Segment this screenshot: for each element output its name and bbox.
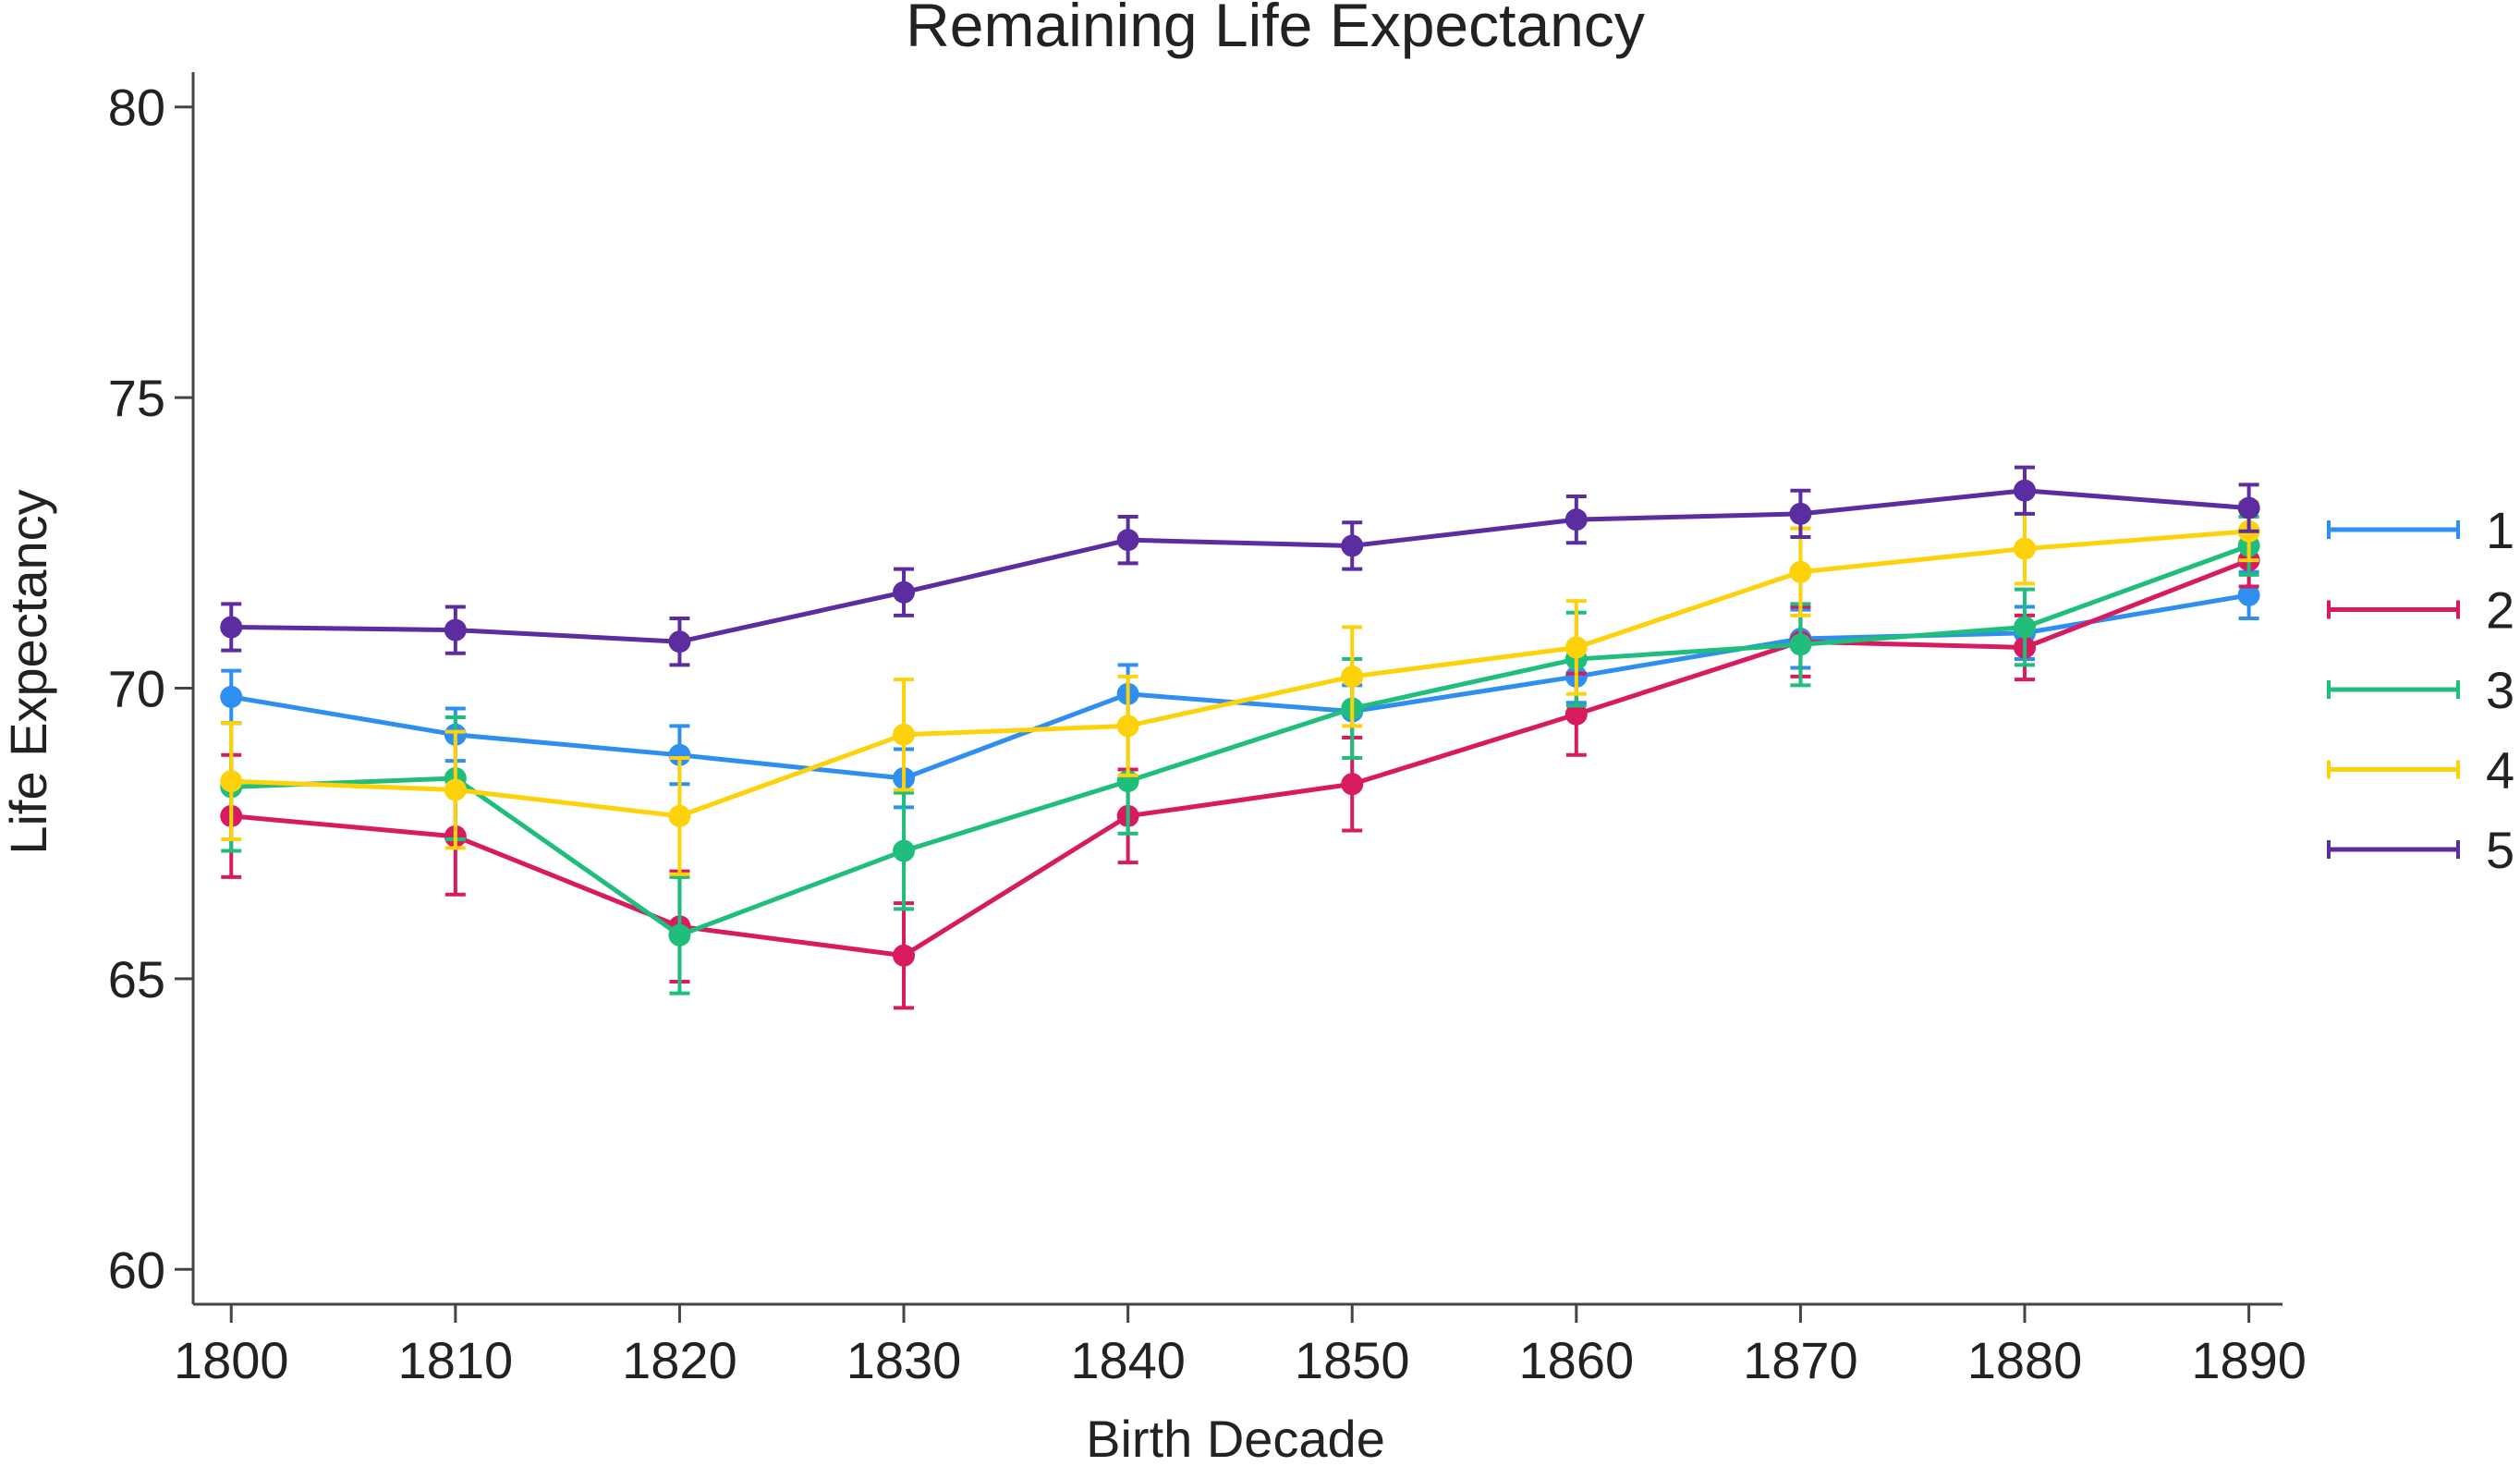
x-tick-label: 1880 bbox=[1967, 1331, 2083, 1389]
y-tick-label: 60 bbox=[108, 1240, 165, 1299]
series-1 bbox=[220, 569, 2260, 810]
y-axis-ticks: 60 65 70 75 80 bbox=[108, 79, 193, 1299]
data-point bbox=[444, 618, 467, 641]
x-tick-label: 1870 bbox=[1743, 1331, 1858, 1389]
legend-item: 2 bbox=[2327, 581, 2514, 640]
data-point bbox=[1789, 502, 1812, 525]
series-line bbox=[231, 544, 2250, 938]
y-tick-label: 80 bbox=[108, 79, 165, 137]
x-tick-label: 1820 bbox=[622, 1331, 737, 1389]
series-line bbox=[231, 557, 2250, 959]
data-point bbox=[1116, 529, 1139, 552]
x-axis-label: Birth Decade bbox=[1086, 1410, 1385, 1461]
data-point bbox=[220, 616, 243, 639]
data-point bbox=[220, 685, 243, 708]
x-tick-label: 1830 bbox=[846, 1331, 962, 1389]
data-point bbox=[1116, 715, 1139, 738]
data-point bbox=[2014, 616, 2037, 639]
y-axis-label: Life Expectancy bbox=[0, 489, 57, 854]
data-point bbox=[1341, 665, 1364, 688]
data-point bbox=[893, 723, 916, 746]
data-point bbox=[893, 839, 916, 862]
x-tick-label: 1850 bbox=[1295, 1331, 1410, 1389]
data-point bbox=[2237, 583, 2260, 606]
x-axis-ticks: 1800 1810 1820 1830 1840 1850 1860 1870 1880 1890 bbox=[174, 1304, 2307, 1389]
data-point bbox=[2014, 537, 2037, 560]
series-5 bbox=[220, 465, 2260, 667]
data-point bbox=[1341, 534, 1364, 557]
legend-item: 4 bbox=[2327, 741, 2514, 800]
legend-item: 5 bbox=[2327, 821, 2514, 879]
series-3 bbox=[220, 515, 2260, 996]
data-point bbox=[444, 778, 467, 801]
series-line bbox=[231, 529, 2249, 819]
legend: 1 2 3 4 5 bbox=[2327, 501, 2514, 879]
y-tick-label: 65 bbox=[108, 950, 165, 1008]
data-point bbox=[1789, 560, 1812, 583]
x-tick-label: 1800 bbox=[174, 1331, 289, 1389]
data-point bbox=[668, 743, 691, 766]
x-tick-label: 1840 bbox=[1070, 1331, 1186, 1389]
data-point bbox=[668, 923, 691, 947]
x-tick-label: 1860 bbox=[1519, 1331, 1635, 1389]
data-point bbox=[893, 580, 916, 604]
y-tick-label: 75 bbox=[108, 369, 165, 427]
data-point bbox=[2014, 479, 2037, 502]
legend-item: 3 bbox=[2327, 661, 2514, 719]
data-point bbox=[220, 770, 243, 793]
series-layer bbox=[220, 465, 2260, 1010]
legend-label: 5 bbox=[2486, 821, 2514, 879]
legend-label: 3 bbox=[2486, 661, 2514, 719]
series-line bbox=[230, 593, 2250, 781]
data-point bbox=[1564, 508, 1588, 531]
x-tick-label: 1810 bbox=[398, 1331, 514, 1389]
data-point bbox=[2237, 496, 2260, 519]
data-point bbox=[1564, 636, 1588, 659]
y-tick-label: 70 bbox=[108, 660, 165, 718]
legend-item: 1 bbox=[2327, 501, 2514, 559]
data-point bbox=[893, 944, 916, 967]
data-point bbox=[668, 630, 691, 654]
data-point bbox=[668, 804, 691, 827]
data-point bbox=[1564, 702, 1588, 726]
x-tick-label: 1890 bbox=[2191, 1331, 2307, 1389]
series-2 bbox=[220, 531, 2260, 1010]
data-point bbox=[1341, 773, 1364, 796]
series-4 bbox=[220, 500, 2260, 876]
chart-title: Remaining Life Expectancy bbox=[906, 0, 1645, 59]
series-line bbox=[231, 488, 2249, 644]
data-point bbox=[1789, 633, 1812, 656]
legend-label: 2 bbox=[2486, 581, 2514, 640]
legend-label: 1 bbox=[2486, 501, 2514, 559]
legend-label: 4 bbox=[2486, 741, 2514, 800]
